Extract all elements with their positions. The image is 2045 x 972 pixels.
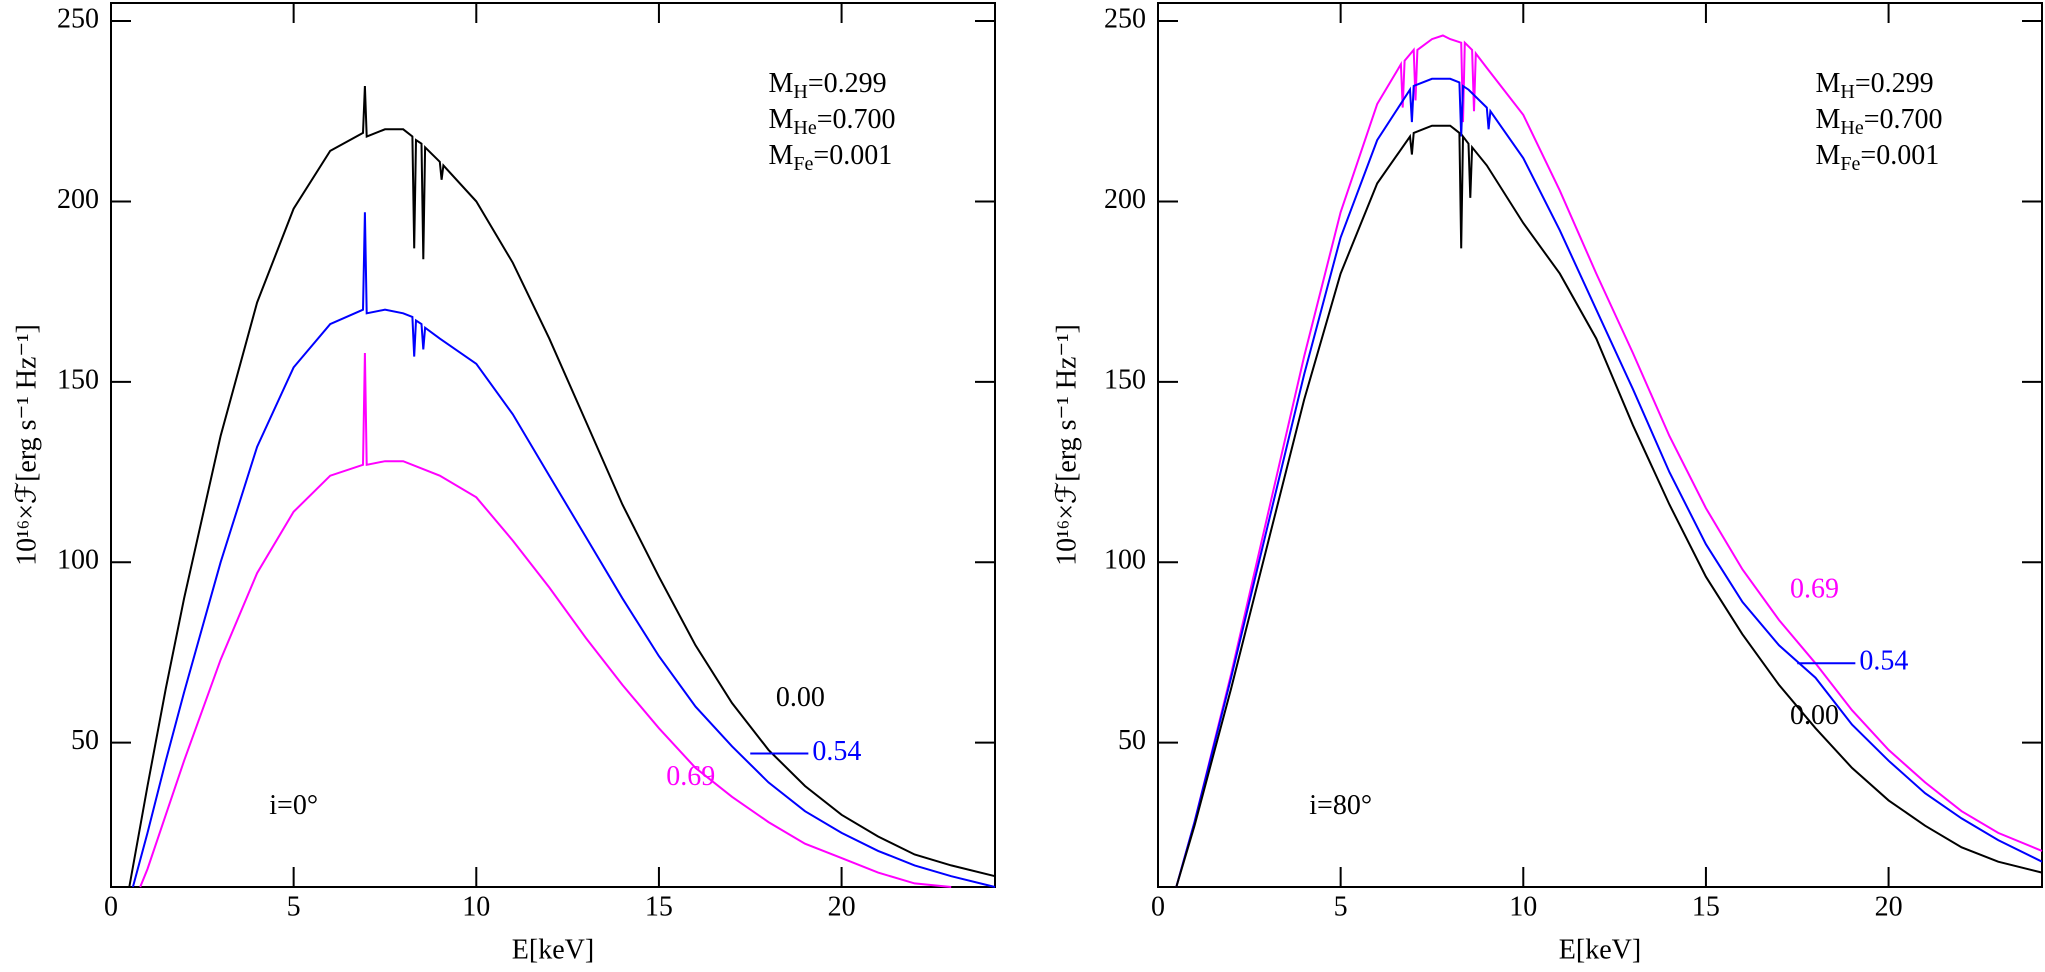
- x-tick-label: 15: [645, 891, 673, 922]
- x-axis-label: E[keV]: [512, 934, 594, 965]
- element-subscript: Fe: [1840, 153, 1860, 175]
- y-axis-label: 10¹⁶×ℱ[erg s⁻¹ Hz⁻¹]: [11, 324, 42, 566]
- composition: MHe=0.700: [1816, 104, 1943, 138]
- element-symbol: M: [769, 104, 794, 135]
- element-subscript: He: [1840, 117, 1863, 139]
- series-label: 0.69: [666, 761, 715, 792]
- mass-fraction: =0.700: [1864, 104, 1943, 135]
- y-tick-label: 250: [1104, 3, 1146, 34]
- composition: MH=0.299: [1816, 68, 1934, 102]
- mass-fraction: =0.299: [1855, 68, 1934, 99]
- series-label: 0.69: [1790, 574, 1839, 605]
- mass-fraction: =0.299: [808, 68, 887, 99]
- annotation: i=80°: [1309, 790, 1372, 821]
- series-label: 0.00: [1790, 700, 1839, 731]
- element-subscript: He: [793, 117, 816, 139]
- series-label: 0.54: [812, 736, 861, 767]
- mass-fraction: =0.700: [817, 104, 896, 135]
- spectrum-line: [139, 352, 952, 888]
- element-subscript: H: [793, 81, 807, 103]
- y-axis-label: 10¹⁶×ℱ[erg s⁻¹ Hz⁻¹]: [1051, 324, 1082, 566]
- series-label: 0.54: [1859, 646, 1908, 677]
- y-tick-label: 250: [57, 3, 99, 34]
- element-symbol: M: [1816, 141, 1841, 172]
- element-symbol: M: [1816, 104, 1841, 135]
- y-tick-label: 50: [1118, 725, 1146, 756]
- composition: MHe=0.700: [769, 104, 896, 138]
- y-tick-label: 200: [1104, 184, 1146, 215]
- y-tick-label: 50: [71, 725, 99, 756]
- annotation: i=0°: [269, 790, 318, 821]
- x-tick-label: 5: [1334, 891, 1348, 922]
- x-tick-label: 15: [1692, 891, 1720, 922]
- element-subscript: H: [1840, 81, 1854, 103]
- element-symbol: M: [769, 68, 794, 99]
- y-tick-label: 150: [57, 364, 99, 395]
- panel: 0 5 10 15 20 50 100 150 200 250 E[keV] 10¹⁶×ℱ[erg s…: [1051, 2, 2043, 965]
- mass-fraction: =0.001: [1860, 141, 1939, 172]
- panel: 0 5 10 15 20 50 100 150 200 250 E[keV] 10¹⁶×ℱ[erg s…: [11, 2, 996, 965]
- element-symbol: M: [1816, 68, 1841, 99]
- y-tick-label: 100: [1104, 545, 1146, 576]
- mass-fraction: =0.001: [813, 141, 892, 172]
- plot-frame: [110, 2, 996, 888]
- spectrum-line: [1175, 34, 2043, 888]
- y-tick-label: 100: [57, 545, 99, 576]
- composition: MFe=0.001: [769, 141, 893, 175]
- x-tick-label: 0: [1151, 891, 1165, 922]
- spectrum-line: [1175, 124, 2043, 888]
- spectrum-line: [128, 85, 996, 888]
- plot-frame: [1157, 2, 2043, 888]
- x-axis-label: E[keV]: [1559, 934, 1641, 965]
- element-symbol: M: [769, 141, 794, 172]
- x-tick-label: 10: [1509, 891, 1537, 922]
- x-tick-label: 0: [104, 891, 118, 922]
- x-tick-label: 20: [828, 891, 856, 922]
- x-tick-label: 20: [1875, 891, 1903, 922]
- x-tick-label: 10: [462, 891, 490, 922]
- y-tick-label: 200: [57, 184, 99, 215]
- spectrum-line: [1175, 77, 2043, 888]
- element-subscript: Fe: [793, 153, 813, 175]
- x-tick-label: 5: [287, 891, 301, 922]
- composition: MFe=0.001: [1816, 141, 1940, 175]
- composition: MH=0.299: [769, 68, 887, 102]
- y-tick-label: 150: [1104, 364, 1146, 395]
- spectrum-line: [131, 212, 996, 888]
- series-label: 0.00: [776, 682, 825, 713]
